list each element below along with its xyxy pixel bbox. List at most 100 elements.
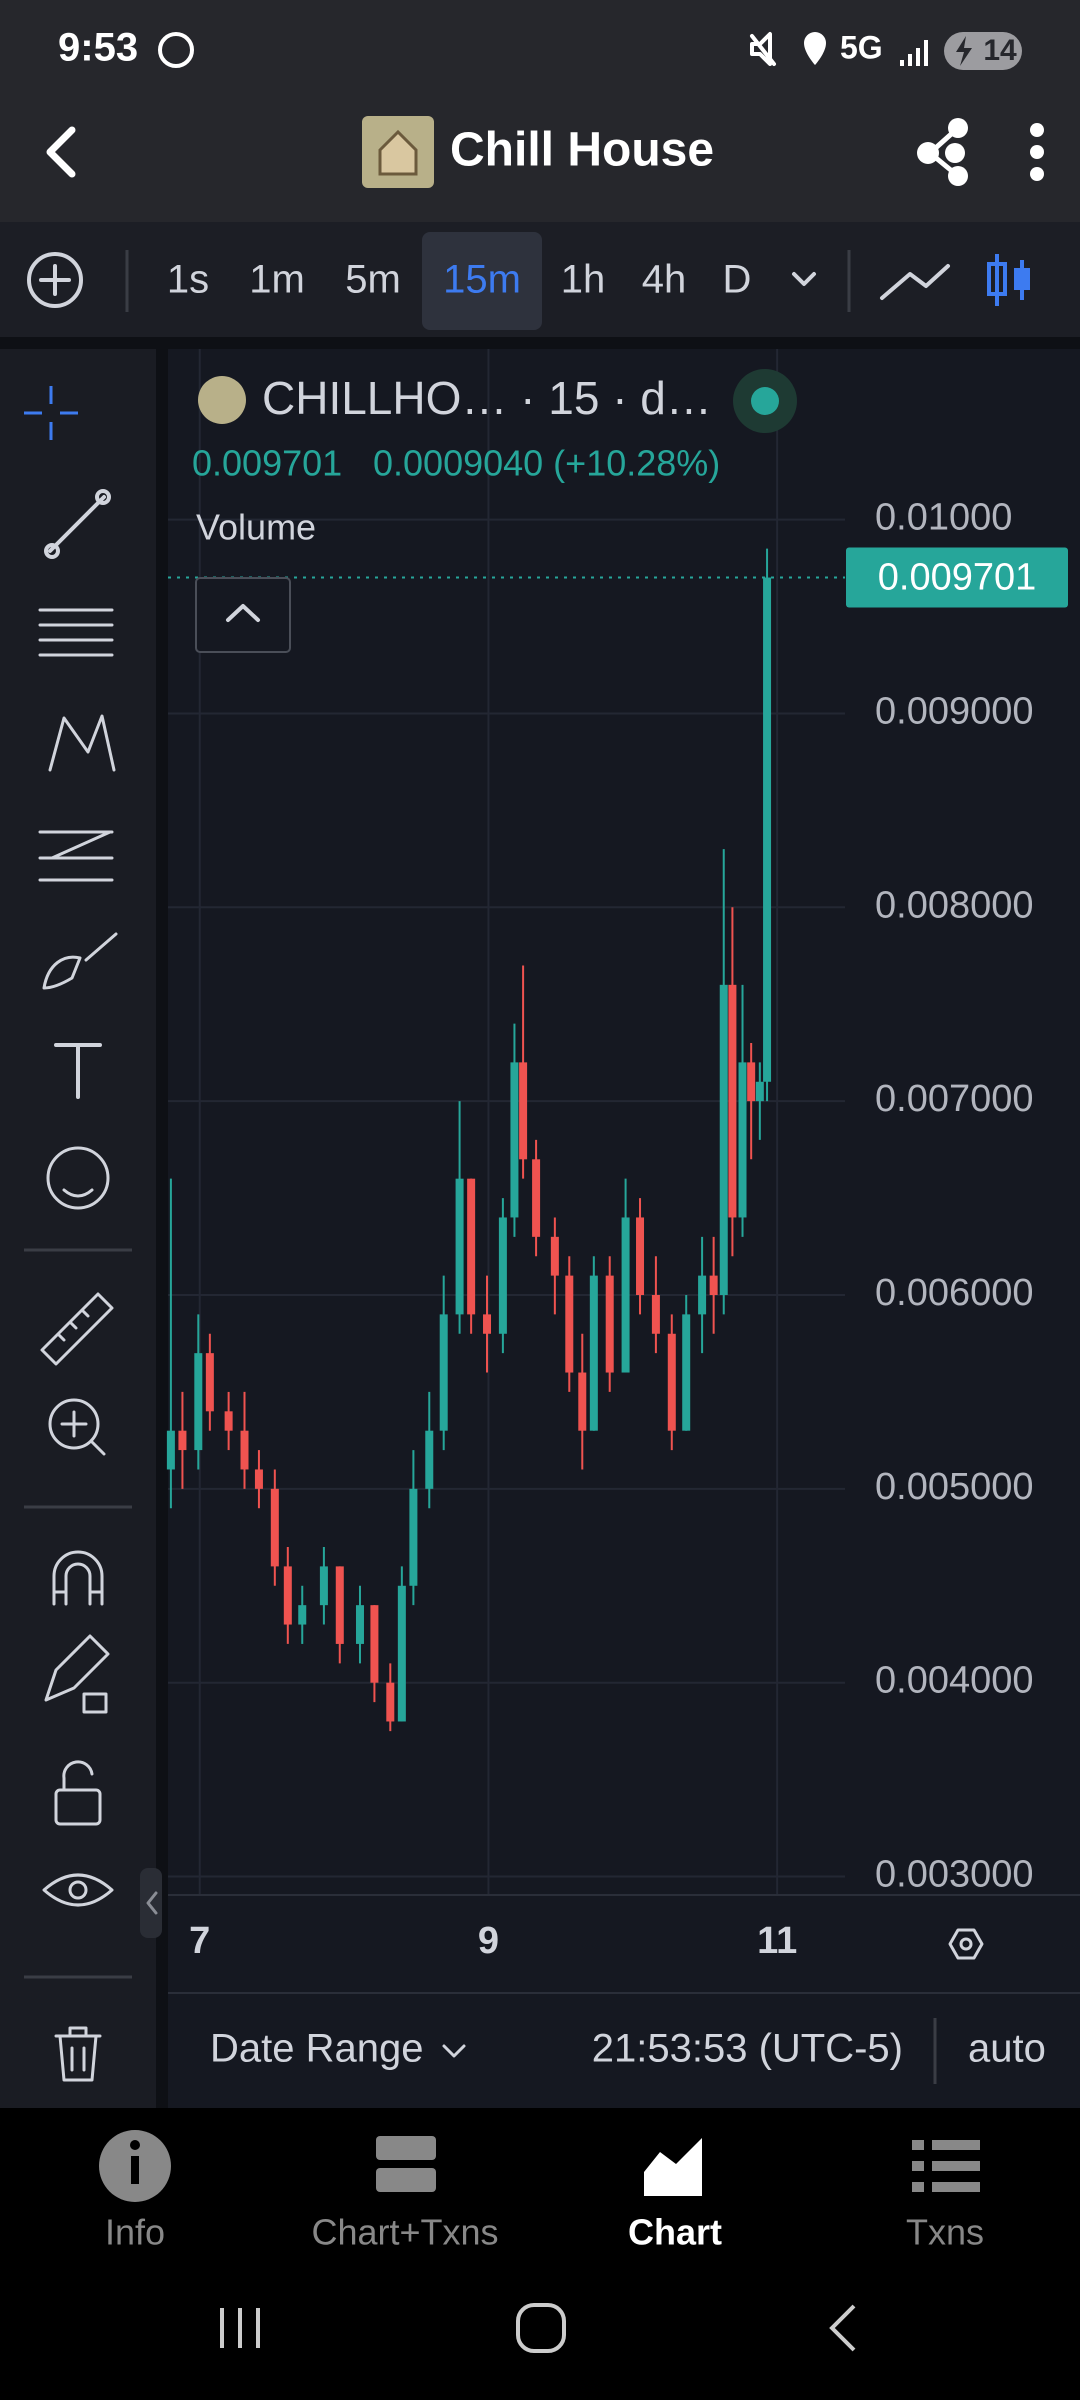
bottom-nav: Info Chart+Txns Chart Txns <box>105 2212 984 2253</box>
header-bg <box>0 0 1080 222</box>
unlock-tool[interactable] <box>54 1788 102 1826</box>
settings-center <box>959 1937 973 1951</box>
candle-chart-button[interactable] <box>987 254 1030 306</box>
candle-body <box>532 1159 541 1237</box>
candle-body <box>682 1314 691 1431</box>
tool-dot <box>95 489 111 505</box>
candle-body <box>194 1353 203 1451</box>
line <box>932 2140 980 2150</box>
y-tick-label: 0.01000 <box>875 497 1012 539</box>
line-chart-button[interactable] <box>880 264 950 300</box>
candle-body <box>224 1411 233 1431</box>
collapse-legend[interactable] <box>195 577 291 653</box>
chart-txns-icon <box>376 2136 436 2160</box>
token-logo-house <box>378 129 418 176</box>
magnet-tool[interactable] <box>52 1550 104 1606</box>
collapse-tab[interactable] <box>140 1868 162 1938</box>
y-tick-label: 0.006000 <box>875 1272 1034 1314</box>
candle-body <box>298 1605 307 1625</box>
candle-body <box>425 1430 434 1489</box>
brush-tool[interactable] <box>42 932 118 990</box>
candle-body <box>605 1275 614 1373</box>
lock-drawings-tool[interactable] <box>44 1634 110 1702</box>
candle-body <box>621 1217 630 1373</box>
zoom-tool[interactable] <box>48 1398 100 1450</box>
y-tick-label: 0.009000 <box>875 690 1034 732</box>
candle-body <box>409 1488 418 1586</box>
line <box>932 2161 980 2171</box>
y-tick-label: 0.003000 <box>875 1854 1034 1896</box>
candle-body <box>709 1275 718 1295</box>
add-indicator-button[interactable] <box>27 252 83 308</box>
pattern-tool[interactable] <box>48 714 116 772</box>
x-tick-label: 11 <box>757 1920 797 1962</box>
candle-body <box>319 1566 328 1606</box>
date-range[interactable]: Date Range <box>210 2027 423 2071</box>
share-button[interactable] <box>917 118 968 186</box>
timeframe-button[interactable]: 1h <box>561 258 606 302</box>
candle-body <box>578 1372 587 1431</box>
timeframe-button[interactable]: 1s <box>167 258 209 302</box>
timeframes: 1s 1m 5m 15m 1h 4h D <box>167 232 752 330</box>
last-price-tag <box>846 547 1068 608</box>
y-tick-label: 0.004000 <box>875 1660 1034 1702</box>
candle-body <box>205 1353 214 1412</box>
nav-tab[interactable]: Txns <box>906 2212 984 2253</box>
candle-body <box>397 1585 406 1722</box>
symbol-title: CHILLHO… · 15 · d… <box>262 372 712 424</box>
candle-body <box>667 1333 676 1431</box>
candle-body <box>355 1605 364 1644</box>
emoji-tool[interactable] <box>46 1146 110 1210</box>
dot <box>1030 145 1044 159</box>
timeframe-button[interactable]: 1m <box>249 258 305 302</box>
candle-body <box>498 1217 507 1334</box>
candle-body <box>483 1314 492 1334</box>
nav-tab[interactable]: Info <box>105 2212 165 2253</box>
crosshair-tool[interactable] <box>24 386 78 440</box>
back-button[interactable] <box>46 126 76 178</box>
txns-icon <box>912 2140 980 2192</box>
home-button[interactable] <box>516 2303 566 2353</box>
candle-body <box>335 1566 344 1644</box>
candle-body <box>519 1062 528 1160</box>
tool-dot <box>44 543 60 559</box>
signal-icon <box>900 40 928 66</box>
recents-button[interactable] <box>220 2308 260 2348</box>
candle-body <box>455 1178 464 1315</box>
candle-body <box>254 1469 263 1489</box>
more-timeframes[interactable] <box>792 272 816 286</box>
delete-tool[interactable] <box>54 2026 102 2082</box>
timeframe-button[interactable]: 15m <box>443 258 521 302</box>
text-tool[interactable] <box>54 1043 102 1099</box>
x-tick-label: 7 <box>189 1920 210 1962</box>
candle-body <box>719 984 728 1295</box>
projection-tool[interactable] <box>38 830 114 882</box>
ruler-tool[interactable] <box>40 1292 114 1366</box>
more-button[interactable] <box>1030 123 1044 181</box>
candle-icon-body <box>1014 268 1030 290</box>
timeframe-button[interactable]: 5m <box>345 258 401 302</box>
timeframe-button[interactable]: D <box>723 258 752 302</box>
nav-tab[interactable]: Chart+Txns <box>311 2212 498 2253</box>
candle-body <box>270 1488 279 1567</box>
hide-tool[interactable] <box>42 1873 114 1907</box>
chart: 0.003000 0.004000 0.005000 0.006000 0.007000… <box>166 349 1068 1962</box>
nav-tab[interactable]: Chart <box>628 2212 722 2253</box>
status-icon <box>158 32 194 68</box>
volume-label: Volume <box>196 507 316 548</box>
chevron-up <box>226 604 260 622</box>
back-system-button[interactable] <box>829 2304 856 2352</box>
fib-tool[interactable] <box>38 608 114 657</box>
trend-line-tool[interactable] <box>48 495 106 553</box>
chart-settings[interactable] <box>948 1928 984 1960</box>
timeframe-button[interactable]: 4h <box>642 258 687 302</box>
candle-body <box>747 1062 756 1102</box>
scale-mode[interactable]: auto <box>968 2027 1046 2071</box>
share-dot <box>917 142 939 164</box>
add-icon <box>39 264 71 296</box>
lock-icon <box>82 1692 108 1714</box>
y-tick-label: 0.007000 <box>875 1078 1034 1120</box>
info-dot <box>130 2140 140 2150</box>
y-tick-label: 0.005000 <box>875 1466 1034 1508</box>
